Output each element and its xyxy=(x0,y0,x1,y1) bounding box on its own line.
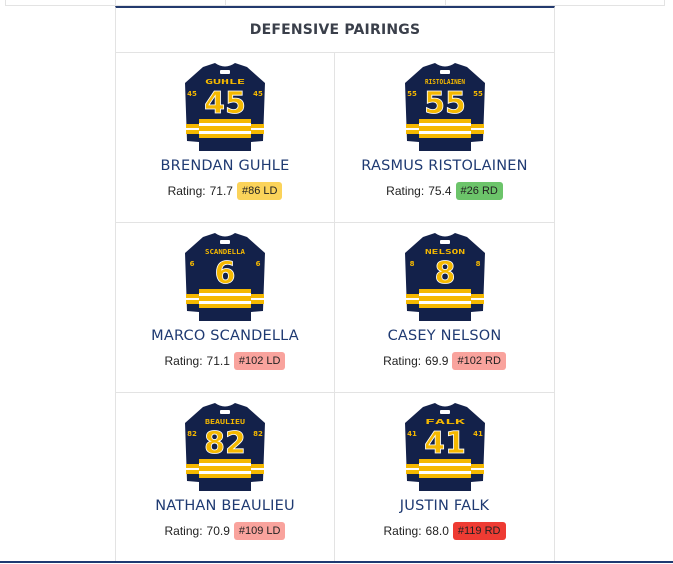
rating-value: 68.0 xyxy=(425,524,449,538)
jersey-sleeve-number: 82 xyxy=(253,430,263,438)
section-title: DEFENSIVE PAIRINGS xyxy=(249,22,421,38)
player-name-link[interactable]: BRENDAN GUHLE xyxy=(160,158,290,174)
jersey-name-text: NELSON xyxy=(425,248,465,256)
jersey-name-text: GUHLE xyxy=(205,78,245,86)
rank-badge: #102 RD xyxy=(452,352,506,370)
jersey-number-text: 82 xyxy=(204,426,246,461)
rating-row: Rating: 70.9 #109 LD xyxy=(165,522,286,540)
defensive-pairings-card: DEFENSIVE PAIRINGS GUHLE 45 45 45 xyxy=(115,6,555,563)
jersey-number-text: 6 xyxy=(215,256,236,291)
rating-label: Rating: xyxy=(164,524,203,538)
rank-badge: #109 LD xyxy=(233,522,286,540)
card-header: DEFENSIVE PAIRINGS xyxy=(116,8,554,53)
jersey-sleeve-number: 55 xyxy=(473,90,483,98)
player-card: RISTOLAINEN 55 55 55 RASMUS RISTOLAINEN … xyxy=(335,53,554,223)
player-name-link[interactable]: JUSTIN FALK xyxy=(399,498,490,514)
rating-value: 71.7 xyxy=(209,184,233,198)
player-name-link[interactable]: MARCO SCANDELLA xyxy=(151,328,299,344)
rating-label: Rating: xyxy=(167,184,206,198)
pairings-grid: GUHLE 45 45 45 BRENDAN GUHLE Rating: 71.… xyxy=(116,53,554,563)
player-card: NELSON 8 8 8 CASEY NELSON Rating: 69.9 #… xyxy=(335,223,554,393)
jersey-icon: NELSON 8 8 8 xyxy=(404,233,485,321)
bottom-divider xyxy=(0,561,673,563)
top-divider xyxy=(445,0,446,6)
jersey-sleeve-number: 82 xyxy=(187,430,197,438)
rating-row: Rating: 71.7 #86 LD xyxy=(168,182,283,200)
rating-label: Rating: xyxy=(164,354,203,368)
rating-label: Rating: xyxy=(386,184,425,198)
player-card: BEAULIEU 82 82 82 NATHAN BEAULIEU Rating… xyxy=(116,393,335,563)
jersey-name-text: RISTOLAINEN xyxy=(425,78,465,86)
jersey-icon: SCANDELLA 6 6 6 xyxy=(185,233,265,321)
rank-badge: #102 LD xyxy=(233,352,286,370)
rank-badge: #86 LD xyxy=(236,182,283,200)
jersey-name-text: BEAULIEU xyxy=(205,418,245,426)
jersey-sleeve-number: 45 xyxy=(187,90,197,98)
jersey-icon: RISTOLAINEN 55 55 55 xyxy=(404,63,485,151)
rating-value: 71.1 xyxy=(206,354,230,368)
rating-row: Rating: 75.4 #26 RD xyxy=(386,182,503,200)
jersey-sleeve-number: 41 xyxy=(407,430,417,438)
jersey-icon: GUHLE 45 45 45 xyxy=(185,63,265,151)
rating-value: 75.4 xyxy=(428,184,452,198)
jersey-name-text: FALK xyxy=(425,418,467,426)
top-divider xyxy=(225,0,226,6)
jersey-sleeve-number: 41 xyxy=(473,430,483,438)
player-name-link[interactable]: RASMUS RISTOLAINEN xyxy=(361,158,528,174)
rank-badge: #26 RD xyxy=(455,182,503,200)
jersey-sleeve-number: 6 xyxy=(256,260,261,268)
rank-badge: #119 RD xyxy=(452,522,506,540)
jersey-number-text: 55 xyxy=(424,86,466,121)
top-table-edge xyxy=(5,0,665,6)
jersey-sleeve-number: 55 xyxy=(407,90,417,98)
rating-row: Rating: 68.0 #119 RD xyxy=(384,522,506,540)
jersey-icon: FALK 41 41 41 xyxy=(404,403,485,491)
jersey-number-text: 8 xyxy=(434,256,455,291)
jersey-number-text: 41 xyxy=(424,426,466,461)
rating-label: Rating: xyxy=(383,524,422,538)
jersey-sleeve-number: 8 xyxy=(409,260,414,268)
top-divider xyxy=(115,0,116,6)
jersey-name-text: SCANDELLA xyxy=(205,248,246,256)
rating-row: Rating: 69.9 #102 RD xyxy=(383,352,506,370)
jersey-icon: BEAULIEU 82 82 82 xyxy=(185,403,265,491)
player-name-link[interactable]: CASEY NELSON xyxy=(387,328,502,344)
rating-row: Rating: 71.1 #102 LD xyxy=(165,352,286,370)
player-name-link[interactable]: NATHAN BEAULIEU xyxy=(155,498,295,514)
rating-value: 70.9 xyxy=(206,524,230,538)
jersey-number-text: 45 xyxy=(204,86,246,121)
player-card: SCANDELLA 6 6 6 MARCO SCANDELLA Rating: … xyxy=(116,223,335,393)
player-card: GUHLE 45 45 45 BRENDAN GUHLE Rating: 71.… xyxy=(116,53,335,223)
player-card: FALK 41 41 41 JUSTIN FALK Rating: 68.0 #… xyxy=(335,393,554,563)
jersey-sleeve-number: 8 xyxy=(475,260,480,268)
rating-value: 69.9 xyxy=(425,354,449,368)
jersey-sleeve-number: 6 xyxy=(190,260,195,268)
rating-label: Rating: xyxy=(383,354,422,368)
jersey-sleeve-number: 45 xyxy=(253,90,263,98)
